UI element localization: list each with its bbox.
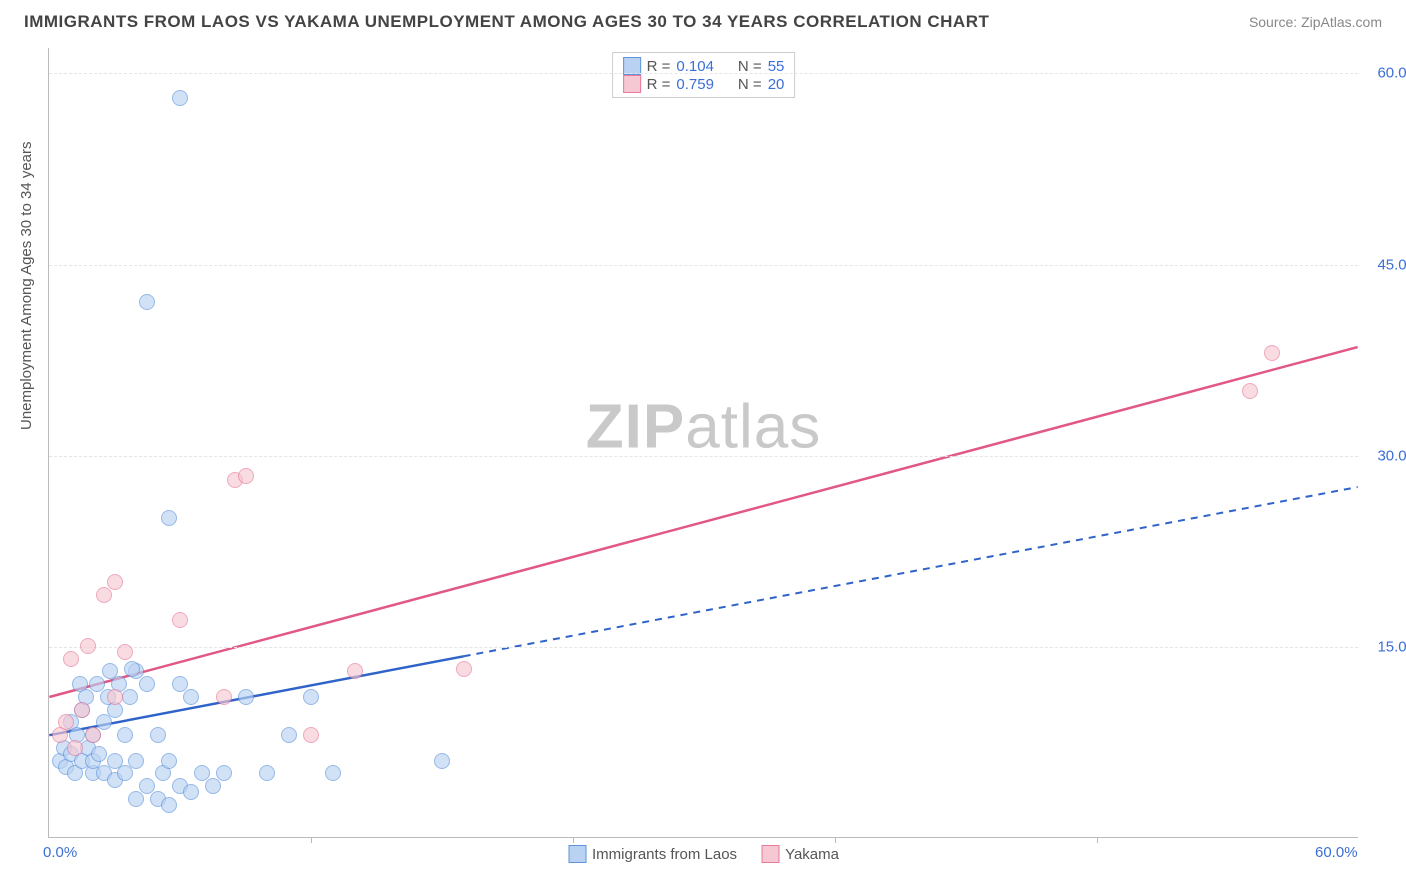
gridline-h [49, 456, 1358, 457]
y-tick-label: 45.0% [1377, 256, 1406, 273]
watermark-rest: atlas [685, 392, 821, 461]
scatter-point [456, 661, 472, 677]
scatter-point [259, 765, 275, 781]
x-minor-tick [1097, 837, 1098, 843]
stats-r-label: R = [647, 76, 671, 93]
scatter-point [117, 727, 133, 743]
scatter-point [117, 644, 133, 660]
source-label: Source: ZipAtlas.com [1249, 14, 1382, 30]
x-tick-label: 60.0% [1315, 844, 1358, 861]
stats-r-label: R = [647, 58, 671, 75]
scatter-point [107, 574, 123, 590]
scatter-point [1264, 345, 1280, 361]
scatter-point [238, 468, 254, 484]
scatter-point [139, 294, 155, 310]
legend-swatch-2 [761, 845, 779, 863]
scatter-point [74, 702, 90, 718]
legend-bottom: Immigrants from Laos Yakama [568, 845, 839, 863]
gridline-h [49, 73, 1358, 74]
legend-swatch-1 [568, 845, 586, 863]
stats-swatch [623, 57, 641, 75]
scatter-point [161, 510, 177, 526]
gridline-h [49, 265, 1358, 266]
scatter-point [183, 784, 199, 800]
scatter-point [139, 676, 155, 692]
stats-row: R = 0.759 N = 20 [623, 75, 785, 93]
scatter-point [303, 727, 319, 743]
scatter-point [238, 689, 254, 705]
scatter-point [216, 765, 232, 781]
x-minor-tick [835, 837, 836, 843]
y-axis-label: Unemployment Among Ages 30 to 34 years [18, 141, 35, 430]
gridline-h [49, 647, 1358, 648]
stats-legend-box: R = 0.104 N = 55 R = 0.759 N = 20 [612, 52, 796, 98]
stats-n-label: N = [738, 58, 762, 75]
scatter-point [96, 587, 112, 603]
scatter-point [172, 90, 188, 106]
y-tick-label: 60.0% [1377, 65, 1406, 82]
scatter-point [128, 791, 144, 807]
scatter-point [128, 753, 144, 769]
stats-r-value: 0.759 [676, 76, 714, 93]
scatter-point [80, 638, 96, 654]
stats-r-value: 0.104 [676, 58, 714, 75]
legend-label-1: Immigrants from Laos [592, 846, 737, 863]
stats-n-label: N = [738, 76, 762, 93]
scatter-point [161, 753, 177, 769]
scatter-point [124, 661, 140, 677]
scatter-point [117, 765, 133, 781]
scatter-point [85, 727, 101, 743]
y-tick-label: 30.0% [1377, 447, 1406, 464]
scatter-point [183, 689, 199, 705]
watermark-bold: ZIP [586, 392, 685, 461]
legend-item-1: Immigrants from Laos [568, 845, 737, 863]
stats-row: R = 0.104 N = 55 [623, 57, 785, 75]
scatter-point [347, 663, 363, 679]
x-minor-tick [573, 837, 574, 843]
x-tick-label: 0.0% [43, 844, 77, 861]
scatter-point [58, 714, 74, 730]
scatter-point [150, 727, 166, 743]
legend-label-2: Yakama [785, 846, 839, 863]
chart-plot-area: ZIPatlas R =0.104N =55R =0.759N =20 Immi… [48, 48, 1358, 838]
scatter-point [91, 746, 107, 762]
scatter-point [325, 765, 341, 781]
scatter-point [172, 612, 188, 628]
stats-n-value: 20 [768, 76, 785, 93]
legend-item-2: Yakama [761, 845, 839, 863]
y-tick-label: 15.0% [1377, 638, 1406, 655]
scatter-point [102, 663, 118, 679]
scatter-point [1242, 383, 1258, 399]
scatter-point [107, 689, 123, 705]
chart-title: IMMIGRANTS FROM LAOS VS YAKAMA UNEMPLOYM… [24, 12, 989, 32]
x-minor-tick [311, 837, 312, 843]
scatter-point [96, 714, 112, 730]
scatter-point [63, 651, 79, 667]
scatter-point [281, 727, 297, 743]
scatter-point [434, 753, 450, 769]
scatter-point [122, 689, 138, 705]
scatter-point [205, 778, 221, 794]
scatter-point [67, 740, 83, 756]
scatter-point [216, 689, 232, 705]
stats-n-value: 55 [768, 58, 785, 75]
watermark: ZIPatlas [586, 391, 821, 462]
scatter-point [161, 797, 177, 813]
scatter-point [303, 689, 319, 705]
stats-swatch [623, 75, 641, 93]
